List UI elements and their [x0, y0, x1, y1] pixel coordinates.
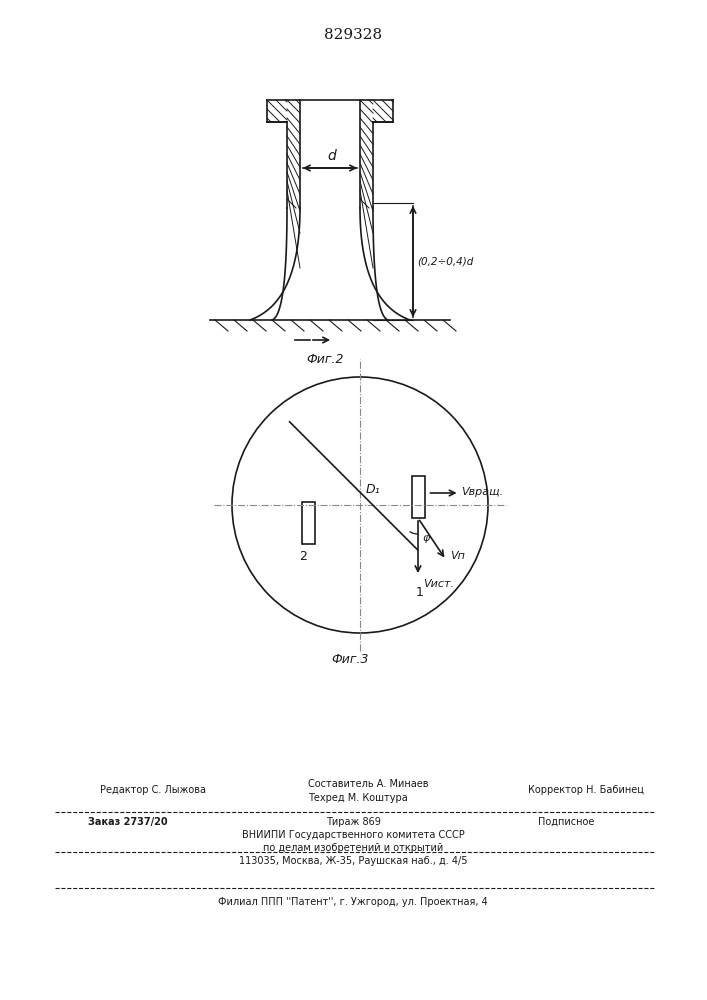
- Text: Техред М. Коштура: Техред М. Коштура: [308, 793, 408, 803]
- Text: Vп: Vп: [450, 551, 465, 561]
- Text: Фиг.3: Фиг.3: [332, 653, 369, 666]
- Text: Редактор С. Лыжова: Редактор С. Лыжова: [100, 785, 206, 795]
- Text: Филиал ППП ''Патент'', г. Ужгород, ул. Проектная, 4: Филиал ППП ''Патент'', г. Ужгород, ул. П…: [218, 897, 488, 907]
- Text: 1: 1: [416, 585, 424, 598]
- Text: Vвращ.: Vвращ.: [462, 487, 503, 497]
- Bar: [411, 476, 424, 518]
- Text: φ: φ: [422, 533, 430, 543]
- Text: Vист.: Vист.: [423, 579, 454, 589]
- Text: по делам изобретений и открытий: по делам изобретений и открытий: [263, 843, 443, 853]
- Text: Фиг.2: Фиг.2: [306, 353, 344, 366]
- Text: 2: 2: [299, 550, 307, 562]
- Text: ВНИИПИ Государственного комитета СССР: ВНИИПИ Государственного комитета СССР: [242, 830, 464, 840]
- Text: (0,2÷0,4)d: (0,2÷0,4)d: [417, 256, 474, 266]
- Text: Корректор Н. Бабинец: Корректор Н. Бабинец: [528, 785, 644, 795]
- Text: Тираж 869: Тираж 869: [325, 817, 380, 827]
- Text: d: d: [327, 149, 337, 163]
- Text: Составитель А. Минаев: Составитель А. Минаев: [308, 779, 428, 789]
- Text: Подписное: Подписное: [538, 817, 595, 827]
- Text: 113035, Москва, Ж-35, Раушская наб., д. 4/5: 113035, Москва, Ж-35, Раушская наб., д. …: [239, 856, 467, 866]
- Bar: [301, 502, 315, 544]
- Text: 829328: 829328: [324, 28, 382, 42]
- Text: D₁: D₁: [366, 483, 380, 496]
- Text: Заказ 2737/20: Заказ 2737/20: [88, 817, 168, 827]
